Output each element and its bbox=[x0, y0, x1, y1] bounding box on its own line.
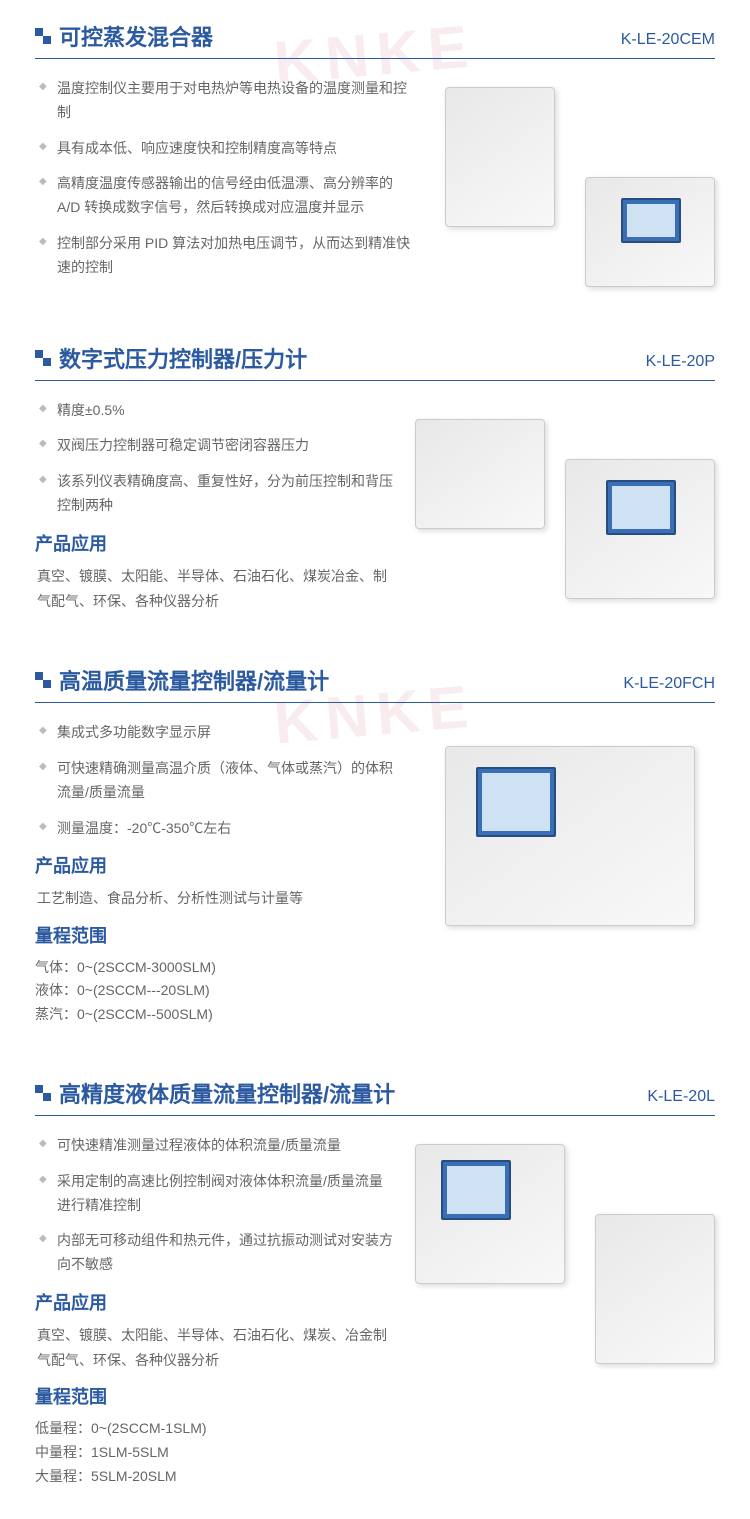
application-text: 真空、镀膜、太阳能、半导体、石油石化、煤炭冶金、制气配气、环保、各种仪器分析 bbox=[35, 564, 395, 614]
feature-item: 可快速精确测量高温介质（液体、气体或蒸汽）的体积流量/质量流量 bbox=[39, 757, 405, 805]
feature-item: 控制部分采用 PID 算法对加热电压调节，从而达到精准快速的控制 bbox=[39, 232, 415, 280]
section-cem: 可控蒸发混合器 K-LE-20CEM 温度控制仪主要用于对电热炉等电热设备的温度… bbox=[0, 0, 750, 322]
application-text: 真空、镀膜、太阳能、半导体、石油石化、煤炭、冶金制气配气、环保、各种仪器分析 bbox=[35, 1323, 395, 1373]
range-item: 液体：0~(2SCCM---20SLM) bbox=[35, 979, 405, 1003]
range-item: 气体：0~(2SCCM-3000SLM) bbox=[35, 956, 405, 980]
section-header: 高精度液体质量流量控制器/流量计 K-LE-20L bbox=[35, 1077, 715, 1116]
product-image bbox=[415, 1134, 715, 1364]
feature-item: 精度±0.5% bbox=[39, 399, 395, 423]
product-image bbox=[435, 77, 715, 287]
section-title: 数字式压力控制器/压力计 bbox=[59, 342, 307, 374]
feature-item: 高精度温度传感器输出的信号经由低温漂、高分辨率的A/D 转换成数字信号，然后转换… bbox=[39, 172, 415, 220]
range-item: 低量程：0~(2SCCM-1SLM) bbox=[35, 1417, 395, 1441]
feature-item: 集成式多功能数字显示屏 bbox=[39, 721, 405, 745]
section-pressure: 数字式压力控制器/压力计 K-LE-20P 精度±0.5% 双阀压力控制器可稳定… bbox=[0, 322, 750, 645]
range-item: 大量程：5SLM-20SLM bbox=[35, 1465, 395, 1489]
feature-list: 温度控制仪主要用于对电热炉等电热设备的温度测量和控制 具有成本低、响应速度快和控… bbox=[35, 77, 415, 280]
section-flow-liquid: 高精度液体质量流量控制器/流量计 K-LE-20L 可快速精准测量过程液体的体积… bbox=[0, 1057, 750, 1519]
section-header: 数字式压力控制器/压力计 K-LE-20P bbox=[35, 342, 715, 381]
section-title: 高精度液体质量流量控制器/流量计 bbox=[59, 1077, 395, 1109]
range-title: 量程范围 bbox=[35, 1383, 395, 1409]
feature-list: 集成式多功能数字显示屏 可快速精确测量高温介质（液体、气体或蒸汽）的体积流量/质… bbox=[35, 721, 405, 840]
square-icon bbox=[35, 672, 51, 688]
section-title: 高温质量流量控制器/流量计 bbox=[59, 664, 329, 696]
section-header: 高温质量流量控制器/流量计 K-LE-20FCH bbox=[35, 664, 715, 703]
square-icon bbox=[35, 1085, 51, 1101]
feature-item: 双阀压力控制器可稳定调节密闭容器压力 bbox=[39, 434, 395, 458]
range-title: 量程范围 bbox=[35, 922, 405, 948]
feature-item: 内部无可移动组件和热元件，通过抗振动测试对安装方向不敏感 bbox=[39, 1229, 395, 1277]
application-title: 产品应用 bbox=[35, 852, 405, 878]
application-title: 产品应用 bbox=[35, 530, 395, 556]
product-code: K-LE-20L bbox=[647, 1088, 715, 1106]
section-flow-high-temp: 高温质量流量控制器/流量计 K-LE-20FCH 集成式多功能数字显示屏 可快速… bbox=[0, 644, 750, 1057]
application-text: 工艺制造、食品分析、分析性测试与计量等 bbox=[35, 886, 405, 911]
feature-item: 可快速精准测量过程液体的体积流量/质量流量 bbox=[39, 1134, 395, 1158]
product-code: K-LE-20P bbox=[646, 353, 715, 371]
feature-item: 采用定制的高速比例控制阀对液体体积流量/质量流量进行精准控制 bbox=[39, 1170, 395, 1218]
square-icon bbox=[35, 350, 51, 366]
feature-item: 该系列仪表精确度高、重复性好，分为前压控制和背压控制两种 bbox=[39, 470, 395, 518]
range-item: 蒸汽：0~(2SCCM--500SLM) bbox=[35, 1003, 405, 1027]
section-header: 可控蒸发混合器 K-LE-20CEM bbox=[35, 20, 715, 59]
application-title: 产品应用 bbox=[35, 1289, 395, 1315]
section-title: 可控蒸发混合器 bbox=[59, 20, 213, 52]
product-code: K-LE-20CEM bbox=[621, 31, 715, 49]
feature-list: 可快速精准测量过程液体的体积流量/质量流量 采用定制的高速比例控制阀对液体体积流… bbox=[35, 1134, 395, 1277]
product-image bbox=[425, 721, 715, 951]
product-code: K-LE-20FCH bbox=[623, 675, 715, 693]
feature-item: 具有成本低、响应速度快和控制精度高等特点 bbox=[39, 137, 415, 161]
product-image bbox=[415, 399, 715, 599]
square-icon bbox=[35, 28, 51, 44]
feature-item: 测量温度：-20℃-350℃左右 bbox=[39, 817, 405, 841]
feature-item: 温度控制仪主要用于对电热炉等电热设备的温度测量和控制 bbox=[39, 77, 415, 125]
range-item: 中量程：1SLM-5SLM bbox=[35, 1441, 395, 1465]
feature-list: 精度±0.5% 双阀压力控制器可稳定调节密闭容器压力 该系列仪表精确度高、重复性… bbox=[35, 399, 395, 518]
